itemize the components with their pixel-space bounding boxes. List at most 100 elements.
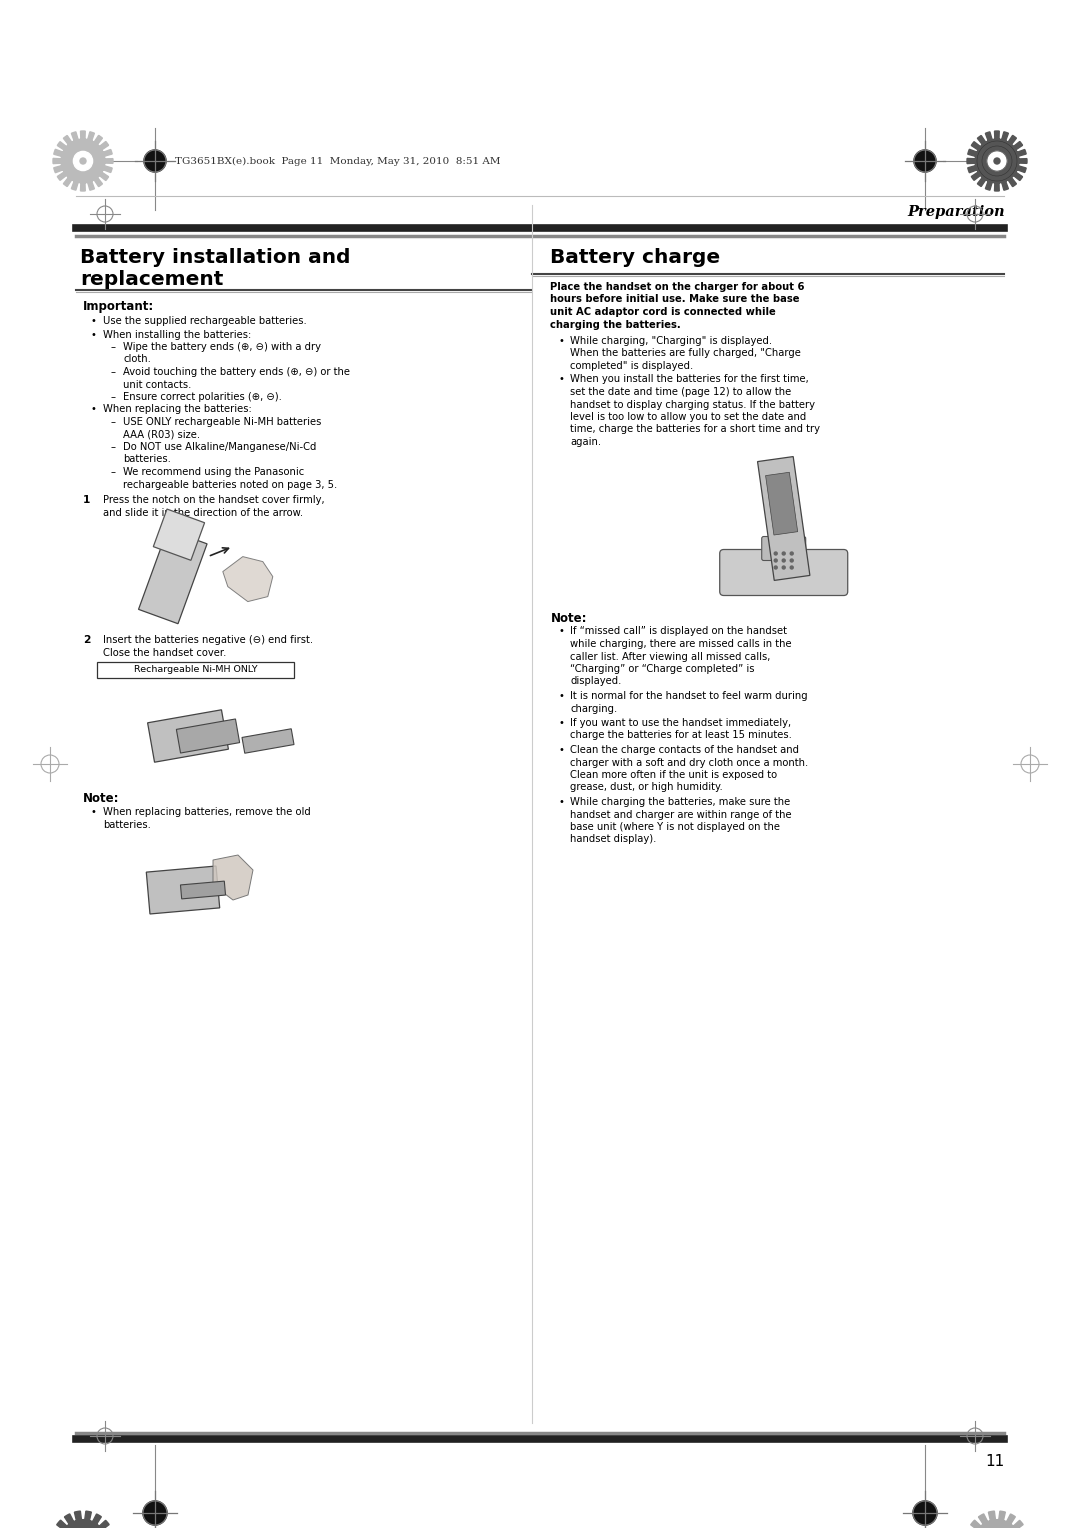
Polygon shape xyxy=(222,556,273,602)
Circle shape xyxy=(782,559,785,562)
Text: When the batteries are fully charged, "Charge: When the batteries are fully charged, "C… xyxy=(570,348,801,359)
Polygon shape xyxy=(153,509,204,561)
Text: Use the supplied rechargeable batteries.: Use the supplied rechargeable batteries. xyxy=(103,316,307,325)
Text: –: – xyxy=(111,442,116,452)
Circle shape xyxy=(782,552,785,555)
Polygon shape xyxy=(966,1511,1029,1528)
Circle shape xyxy=(994,157,1000,163)
Polygon shape xyxy=(53,131,113,191)
Text: Important:: Important: xyxy=(83,299,154,313)
Text: Place the handset on the charger for about 6: Place the handset on the charger for abo… xyxy=(551,283,805,292)
Circle shape xyxy=(914,150,936,173)
Circle shape xyxy=(791,565,793,568)
Polygon shape xyxy=(766,472,798,535)
Text: batteries.: batteries. xyxy=(103,819,151,830)
Circle shape xyxy=(774,559,778,562)
Text: –: – xyxy=(111,393,116,402)
Text: While charging the batteries, make sure the: While charging the batteries, make sure … xyxy=(570,798,791,807)
Text: •: • xyxy=(91,807,97,817)
Text: •: • xyxy=(91,330,97,339)
Polygon shape xyxy=(146,866,219,914)
Text: ⊕ ⊖: ⊕ ⊖ xyxy=(195,732,211,741)
Text: replacement: replacement xyxy=(80,270,224,289)
Text: Insert the batteries negative (⊖) end first.: Insert the batteries negative (⊖) end fi… xyxy=(103,636,313,645)
Text: •: • xyxy=(558,336,565,345)
Text: and slide it in the direction of the arrow.: and slide it in the direction of the arr… xyxy=(103,507,303,518)
Circle shape xyxy=(913,1500,937,1525)
Polygon shape xyxy=(148,711,228,762)
Text: When installing the batteries:: When installing the batteries: xyxy=(103,330,252,339)
Text: –: – xyxy=(111,342,116,351)
Circle shape xyxy=(774,565,778,568)
Polygon shape xyxy=(138,530,207,623)
Text: AAA (R03) size.: AAA (R03) size. xyxy=(123,429,200,440)
Text: Press the notch on the handset cover firmly,: Press the notch on the handset cover fir… xyxy=(103,495,325,504)
Text: again.: again. xyxy=(570,437,602,448)
Text: 1: 1 xyxy=(83,495,91,504)
Polygon shape xyxy=(176,720,240,753)
Polygon shape xyxy=(213,856,253,900)
Text: •: • xyxy=(558,626,565,637)
Text: rechargeable batteries noted on page 3, 5.: rechargeable batteries noted on page 3, … xyxy=(123,480,337,489)
Text: –: – xyxy=(111,367,116,377)
Text: •: • xyxy=(558,798,565,807)
Text: Clean the charge contacts of the handset and: Clean the charge contacts of the handset… xyxy=(570,746,799,755)
Polygon shape xyxy=(180,882,226,898)
Text: When replacing batteries, remove the old: When replacing batteries, remove the old xyxy=(103,807,311,817)
Circle shape xyxy=(73,151,93,171)
Text: 2: 2 xyxy=(83,636,91,645)
Circle shape xyxy=(791,552,793,555)
Polygon shape xyxy=(757,457,810,581)
Text: If you want to use the handset immediately,: If you want to use the handset immediate… xyxy=(570,718,792,727)
Text: Ensure correct polarities (⊕, ⊖).: Ensure correct polarities (⊕, ⊖). xyxy=(123,393,282,402)
Text: set the date and time (page 12) to allow the: set the date and time (page 12) to allow… xyxy=(570,387,792,397)
Text: If “missed call” is displayed on the handset: If “missed call” is displayed on the han… xyxy=(570,626,787,637)
Text: time, charge the batteries for a short time and try: time, charge the batteries for a short t… xyxy=(570,425,821,434)
Circle shape xyxy=(143,1500,167,1525)
Text: •: • xyxy=(558,746,565,755)
Text: •: • xyxy=(558,691,565,701)
Text: displayed.: displayed. xyxy=(570,677,622,686)
Text: Clean more often if the unit is exposed to: Clean more often if the unit is exposed … xyxy=(570,770,778,779)
Text: Battery charge: Battery charge xyxy=(551,248,720,267)
Text: caller list. After viewing all missed calls,: caller list. After viewing all missed ca… xyxy=(570,651,771,662)
Circle shape xyxy=(791,559,793,562)
Text: charger with a soft and dry cloth once a month.: charger with a soft and dry cloth once a… xyxy=(570,758,809,767)
Circle shape xyxy=(782,565,785,568)
Text: handset display).: handset display). xyxy=(570,834,657,845)
Circle shape xyxy=(144,150,166,173)
Text: –: – xyxy=(111,468,116,477)
Text: Do NOT use Alkaline/Manganese/Ni-Cd: Do NOT use Alkaline/Manganese/Ni-Cd xyxy=(123,442,316,452)
Polygon shape xyxy=(51,1511,114,1528)
Text: While charging, "Charging" is displayed.: While charging, "Charging" is displayed. xyxy=(570,336,772,345)
Text: charging the batteries.: charging the batteries. xyxy=(551,319,681,330)
Text: USE ONLY rechargeable Ni-MH batteries: USE ONLY rechargeable Ni-MH batteries xyxy=(123,417,322,426)
Text: We recommend using the Panasonic: We recommend using the Panasonic xyxy=(123,468,305,477)
Text: It is normal for the handset to feel warm during: It is normal for the handset to feel war… xyxy=(570,691,808,701)
Polygon shape xyxy=(242,729,294,753)
Text: •: • xyxy=(558,374,565,385)
Text: charge the batteries for at least 15 minutes.: charge the batteries for at least 15 min… xyxy=(570,730,793,741)
Text: handset and charger are within range of the: handset and charger are within range of … xyxy=(570,810,792,819)
Text: •: • xyxy=(558,718,565,727)
Text: TG3651BX(e).book  Page 11  Monday, May 31, 2010  8:51 AM: TG3651BX(e).book Page 11 Monday, May 31,… xyxy=(175,156,500,165)
Circle shape xyxy=(774,552,778,555)
Text: •: • xyxy=(91,316,97,325)
Text: When you install the batteries for the first time,: When you install the batteries for the f… xyxy=(570,374,809,385)
Text: Note:: Note: xyxy=(551,611,586,625)
Text: while charging, there are missed calls in the: while charging, there are missed calls i… xyxy=(570,639,792,649)
Text: handset to display charging status. If the battery: handset to display charging status. If t… xyxy=(570,399,815,410)
Text: unit contacts.: unit contacts. xyxy=(123,379,191,390)
FancyBboxPatch shape xyxy=(761,536,806,561)
Circle shape xyxy=(80,157,86,163)
Text: grease, dust, or high humidity.: grease, dust, or high humidity. xyxy=(570,782,724,793)
FancyBboxPatch shape xyxy=(719,550,848,596)
Text: Wipe the battery ends (⊕, ⊖) with a dry: Wipe the battery ends (⊕, ⊖) with a dry xyxy=(123,342,321,351)
Text: “Charging” or “Charge completed” is: “Charging” or “Charge completed” is xyxy=(570,665,755,674)
Text: base unit (where Υ is not displayed on the: base unit (where Υ is not displayed on t… xyxy=(570,822,781,833)
Text: Close the handset cover.: Close the handset cover. xyxy=(103,648,227,657)
Text: •: • xyxy=(91,405,97,414)
Text: level is too low to allow you to set the date and: level is too low to allow you to set the… xyxy=(570,413,807,422)
Text: Rechargeable Ni-MH ONLY: Rechargeable Ni-MH ONLY xyxy=(134,666,257,674)
Text: cloth.: cloth. xyxy=(123,354,151,365)
